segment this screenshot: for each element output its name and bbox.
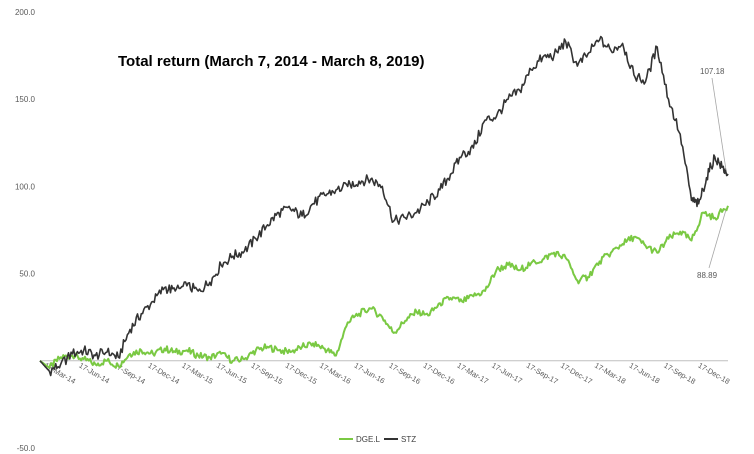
y-tick-label: 50.0 xyxy=(19,270,35,279)
series-lines xyxy=(39,35,729,377)
annotation-leader-stz xyxy=(711,77,727,170)
legend-label-dge: DGE.L xyxy=(356,435,381,444)
series-line-stz xyxy=(39,35,729,377)
end-value-annotations: 107.18 88.89 xyxy=(697,67,727,280)
y-tick-label: 200.0 xyxy=(15,8,36,17)
series-line-dge xyxy=(39,205,729,369)
y-tick-label: -50.0 xyxy=(17,444,36,453)
y-tick-label: 100.0 xyxy=(15,182,36,191)
annotation-label-stz: 107.18 xyxy=(700,67,725,76)
annotation-leader-dge xyxy=(708,209,727,269)
legend-label-stz: STZ xyxy=(401,435,416,444)
annotation-label-dge: 88.89 xyxy=(697,271,718,280)
legend: DGE.L STZ xyxy=(339,435,416,444)
y-tick-label: 150.0 xyxy=(15,95,36,104)
y-axis-tick-labels: -50.0 50.0 100.0 150.0 200.0 xyxy=(15,8,36,453)
chart-title: Total return (March 7, 2014 - March 8, 2… xyxy=(118,53,425,70)
